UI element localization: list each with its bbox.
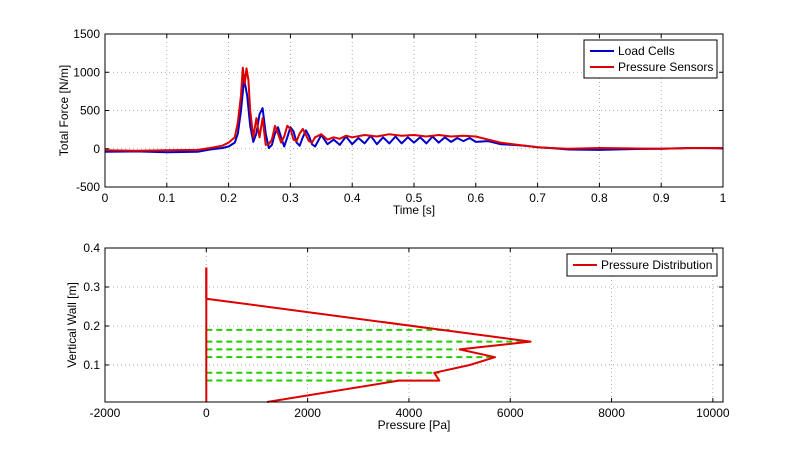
plot1-y-tick-label: 1000 (73, 65, 100, 79)
force-time-plot: 0 0.1 0.2 0.3 0.4 0.5 0.6 0.7 0.8 0.9 1-5000500100… (57, 27, 727, 217)
plot2-axes-frame (104, 247, 724, 403)
plot1-x-tick-label: 0.4 (344, 191, 361, 205)
plot2-x-axis-label: Pressure [Pa] (378, 418, 451, 432)
plot1-x-tick-label: 0.6 (467, 191, 484, 205)
plot1-y-tick-label: 0 (93, 142, 100, 156)
plot1-x-tick-label: 1 (720, 191, 727, 205)
plot1-x-tick-label: 0.2 (220, 191, 237, 205)
pressure-sensors-line (104, 66, 723, 152)
load-cells-line (104, 78, 724, 154)
plot1-x-tick-label: 0.7 (529, 191, 546, 205)
plot2-y-tick-label: 0.2 (83, 319, 100, 333)
plot2-y-tick-label: 0.1 (83, 358, 100, 372)
plot2-legend-label: Pressure Distribution (601, 258, 712, 272)
plot1-y-tick-label: -500 (76, 180, 100, 194)
plot2-y-axis-label: Vertical Wall [m] (65, 282, 79, 368)
plot1-legend: Load Cells Pressure Sensors (583, 39, 718, 79)
plot1-y-axis-label: Total Force [N/m] (57, 65, 71, 156)
plot1-legend-label: Load Cells (618, 44, 675, 58)
plot2-x-tick-label: 2000 (294, 406, 321, 420)
plot2-x-tick-label: 4000 (396, 406, 423, 420)
plot2-x-tick-label: 10000 (696, 406, 730, 420)
plot1-x-tick-label: 0 (102, 191, 109, 205)
plot2-legend-box (566, 253, 718, 277)
plot2-x-tick-label: 6000 (497, 406, 524, 420)
plot1-x-tick-label: 0.1 (158, 191, 175, 205)
plot2-x-tick-label: -2000 (90, 406, 121, 420)
pressure-distribution-plot: -2000 0 2000 4000 6000 8000 10000 0.1 0.2 0.3 0.4 P… (65, 241, 730, 432)
plot1-x-tick-label: 0.5 (406, 191, 423, 205)
plot1-axes-frame (104, 33, 724, 188)
plot2-x-tick-label: 0 (203, 406, 210, 420)
plot2-y-tick-label: 0.3 (83, 280, 100, 294)
plot1-x-tick-label: 0.9 (653, 191, 670, 205)
plot1-x-axis-label: Time [s] (393, 203, 435, 217)
plot1-legend-label: Pressure Sensors (618, 60, 713, 74)
plot2-y-tick-label: 0.4 (83, 241, 100, 255)
pressure-distribution-line (205, 267, 532, 403)
plot1-y-tick-label: 1500 (73, 27, 100, 41)
plot2-x-tick-label: 8000 (598, 406, 625, 420)
plot2-legend: Pressure Distribution (566, 253, 718, 277)
plot1-x-tick-label: 0.3 (282, 191, 299, 205)
plot1-legend-box (583, 39, 718, 79)
plot1-x-tick-label: 0.8 (591, 191, 608, 205)
plot1-y-tick-label: 500 (80, 104, 100, 118)
